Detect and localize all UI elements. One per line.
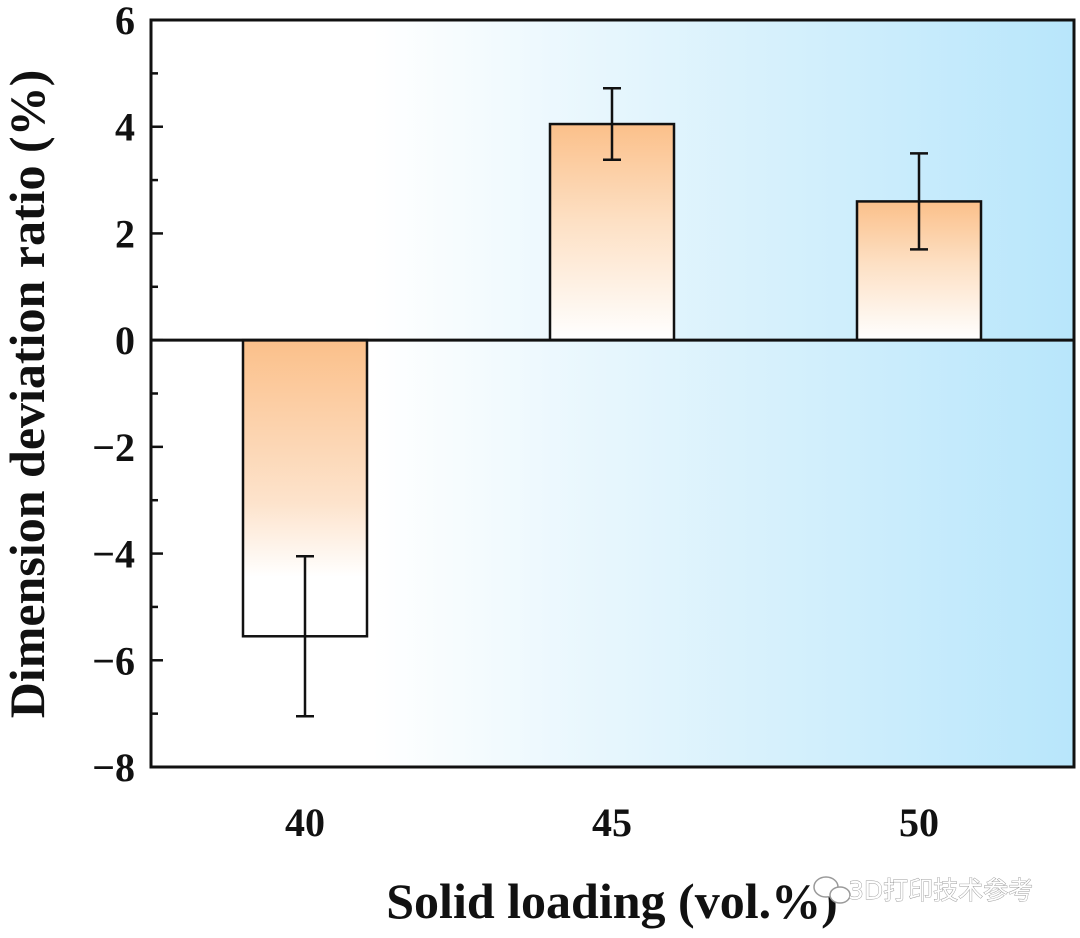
x-tick-label-45: 45 bbox=[592, 800, 632, 845]
y-tick-label: −8 bbox=[92, 745, 135, 790]
x-axis-tick-labels: 40 45 50 bbox=[285, 800, 939, 845]
y-tick-label: −4 bbox=[92, 532, 135, 577]
y-tick-label: 6 bbox=[115, 0, 135, 43]
x-tick-label-50: 50 bbox=[899, 800, 939, 845]
y-axis-title: Dimension deviation ratio (%) bbox=[0, 70, 55, 719]
y-axis-tick-labels: 6 4 2 0 −2 −4 −6 −8 bbox=[92, 0, 135, 790]
y-tick-label: −6 bbox=[92, 638, 135, 683]
x-tick-label-40: 40 bbox=[285, 800, 325, 845]
error-bar-50 bbox=[910, 152, 928, 251]
y-tick-label: 4 bbox=[115, 105, 135, 150]
y-tick-label: −2 bbox=[92, 425, 135, 470]
wechat-icon bbox=[813, 876, 851, 904]
watermark-text: 3D打印技术参考 bbox=[848, 876, 1033, 905]
y-tick-label: 0 bbox=[115, 318, 135, 363]
error-bar-40 bbox=[296, 554, 314, 718]
y-tick-label: 2 bbox=[115, 211, 135, 256]
error-bar-45 bbox=[603, 87, 621, 162]
error-bars bbox=[296, 87, 928, 718]
x-axis-title: Solid loading (vol.%) bbox=[386, 873, 838, 929]
y-axis-ticks bbox=[151, 18, 163, 769]
watermark: 3D打印技术参考 bbox=[813, 876, 1034, 905]
